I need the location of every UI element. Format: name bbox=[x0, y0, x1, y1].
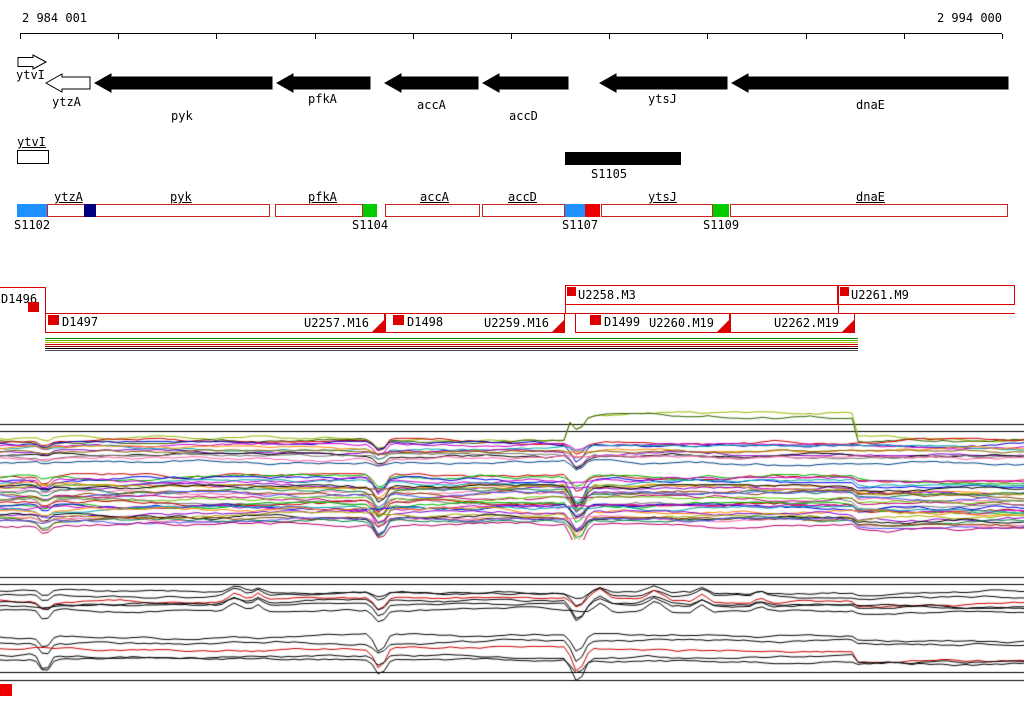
ruler-tick bbox=[707, 34, 708, 39]
primer-box-U2261.M9[interactable] bbox=[838, 285, 1015, 305]
primer-box-U2262.M19[interactable] bbox=[730, 313, 855, 333]
ruler-tick bbox=[413, 34, 414, 39]
gene-link-pyk[interactable]: pyk bbox=[170, 190, 192, 204]
gene-label-dnaE: dnaE bbox=[856, 98, 885, 112]
primer-label-U2261.M9: U2261.M9 bbox=[851, 288, 909, 302]
ruler-tick bbox=[20, 34, 21, 39]
gene-link-dnaE[interactable]: dnaE bbox=[856, 190, 885, 204]
expression-plot-all-conditions bbox=[0, 400, 1024, 540]
primer-flag-U2262.M19[interactable] bbox=[842, 320, 854, 332]
gene-arrow-pyk[interactable] bbox=[93, 73, 273, 93]
primer-flag-D1497[interactable] bbox=[48, 315, 59, 325]
primer-label-U2262.M19: U2262.M19 bbox=[773, 316, 839, 330]
ruler-tick bbox=[1002, 34, 1003, 39]
segment-label-S1104: S1104 bbox=[352, 218, 389, 232]
primer-box-U2258.M3[interactable] bbox=[565, 285, 838, 305]
gene-arrow-ytvI[interactable] bbox=[17, 54, 48, 70]
segment-S1109[interactable] bbox=[713, 204, 729, 217]
gene-link-accD[interactable]: accD bbox=[508, 190, 537, 204]
ruler-tick bbox=[609, 34, 610, 39]
amplicon-line bbox=[45, 348, 858, 349]
gene-arrow-dnaE[interactable] bbox=[730, 73, 1009, 93]
primer-flag-U2260.M19[interactable] bbox=[717, 320, 729, 332]
segment-box[interactable] bbox=[385, 204, 480, 217]
primer-line bbox=[565, 305, 566, 313]
gene-label-ytvI: ytvI bbox=[16, 68, 45, 82]
primer-flag-D1496[interactable] bbox=[28, 302, 39, 312]
segment-label-S1107: S1107 bbox=[562, 218, 599, 232]
primer-flag-U2257.M16[interactable] bbox=[372, 320, 384, 332]
primer-line bbox=[0, 287, 45, 288]
primer-box-U2257.M16[interactable] bbox=[45, 313, 385, 333]
ytvI-link[interactable]: ytvI bbox=[17, 135, 46, 149]
gene-label-pfkA: pfkA bbox=[308, 92, 337, 106]
gene-link-ytsJ[interactable]: ytsJ bbox=[648, 190, 677, 204]
ruler-tick bbox=[118, 34, 119, 39]
segment-box[interactable] bbox=[84, 204, 96, 217]
amplicon-line bbox=[45, 342, 858, 343]
primer-flag bbox=[567, 287, 576, 296]
primer-flag-D1498[interactable] bbox=[393, 315, 404, 325]
probe-bar-S1105[interactable] bbox=[565, 152, 681, 165]
ruler-tick bbox=[806, 34, 807, 39]
segment-label-S1109: S1109 bbox=[703, 218, 740, 232]
ruler-start-coordinate: 2 984 001 bbox=[22, 11, 88, 25]
primer-label-U2259.M16: U2259.M16 bbox=[483, 316, 549, 330]
ruler-end-coordinate: 2 994 000 bbox=[936, 11, 1002, 25]
segment-S1104[interactable] bbox=[363, 204, 377, 217]
primer-flag-U2259.M16[interactable] bbox=[552, 320, 564, 332]
segment-box[interactable] bbox=[482, 204, 565, 217]
gene-link-accA[interactable]: accA bbox=[420, 190, 449, 204]
primer-label-U2258.M3: U2258.M3 bbox=[578, 288, 636, 302]
gene-arrow-pfkA[interactable] bbox=[275, 73, 371, 93]
ruler-tick bbox=[315, 34, 316, 39]
primer-label-U2257.M16: U2257.M16 bbox=[303, 316, 369, 330]
amplicon-line bbox=[45, 344, 858, 345]
segment-box[interactable] bbox=[275, 204, 363, 217]
segment-box[interactable] bbox=[601, 204, 713, 217]
gene-link-ytzA[interactable]: ytzA bbox=[54, 190, 83, 204]
gene-label-accA: accA bbox=[417, 98, 446, 112]
primer-flag-D1499[interactable] bbox=[590, 315, 601, 325]
primer-flag bbox=[840, 287, 849, 296]
gene-link-pfkA[interactable]: pfkA bbox=[308, 190, 337, 204]
primer-label-D1497: D1497 bbox=[62, 315, 99, 329]
ruler-tick bbox=[904, 34, 905, 39]
ruler-tick bbox=[216, 34, 217, 39]
expression-plot-selected-strains bbox=[0, 570, 1024, 688]
primer-box-U2259.M16[interactable] bbox=[385, 313, 565, 333]
gene-label-ytzA: ytzA bbox=[52, 95, 81, 109]
primer-label-D1498: D1498 bbox=[407, 315, 444, 329]
segment-box[interactable] bbox=[730, 204, 1008, 217]
segment-label-S1102: S1102 bbox=[14, 218, 51, 232]
probe-label-S1105: S1105 bbox=[591, 167, 628, 181]
gene-arrow-track bbox=[17, 54, 1009, 93]
gene-label-ytsJ: ytsJ bbox=[648, 92, 677, 106]
gene-arrow-ytsJ[interactable] bbox=[598, 73, 728, 93]
ruler-axis-line bbox=[20, 33, 1002, 34]
segment-S1102[interactable] bbox=[17, 204, 47, 217]
primer-label-U2260.M19: U2260.M19 bbox=[648, 316, 714, 330]
selection-marker[interactable] bbox=[0, 684, 12, 696]
primer-label-D1499: D1499 bbox=[604, 315, 641, 329]
segment-box[interactable] bbox=[565, 204, 585, 217]
amplicon-line bbox=[45, 350, 858, 351]
amplicon-line bbox=[45, 346, 858, 347]
gene-arrow-accA[interactable] bbox=[383, 73, 479, 93]
gene-label-pyk: pyk bbox=[171, 109, 193, 123]
ytvI-probe-box[interactable] bbox=[17, 150, 49, 164]
amplicon-line bbox=[45, 338, 858, 339]
primer-line bbox=[45, 287, 46, 313]
gene-arrow-ytzA[interactable] bbox=[44, 73, 91, 93]
ruler-tick bbox=[511, 34, 512, 39]
amplicon-line bbox=[45, 340, 858, 341]
gene-label-accD: accD bbox=[509, 109, 538, 123]
segment-S1107[interactable] bbox=[585, 204, 600, 217]
gene-arrow-accD[interactable] bbox=[481, 73, 569, 93]
segment-box[interactable] bbox=[47, 204, 270, 217]
primer-line bbox=[838, 305, 839, 313]
primer-box-U2260.M19[interactable] bbox=[575, 313, 730, 333]
